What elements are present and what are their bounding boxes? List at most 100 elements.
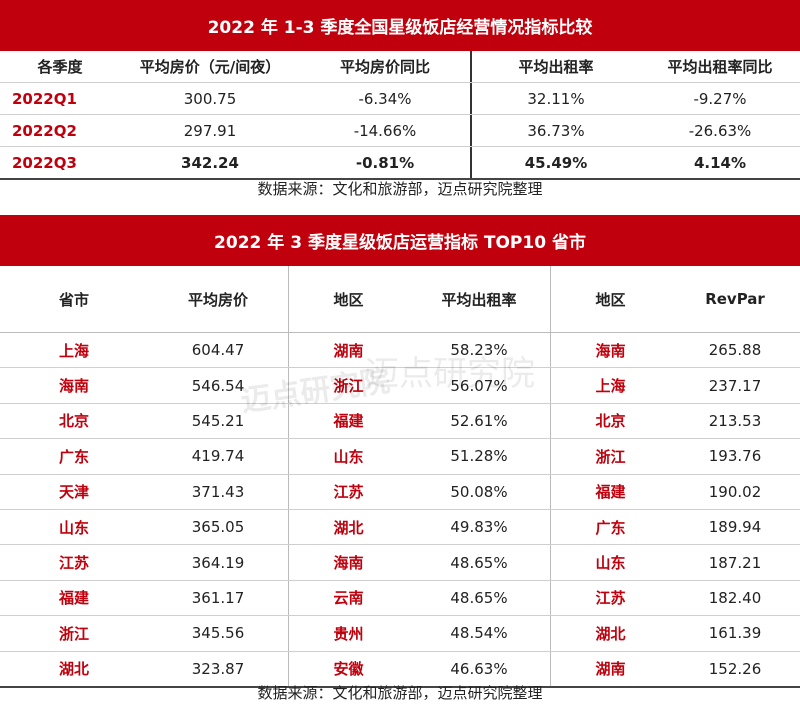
table1-row: 2022Q2 297.91 -14.66% 36.73% -26.63% <box>0 115 800 147</box>
revpar-value: 189.94 <box>708 518 762 537</box>
province-by-occupancy: 湖北 <box>288 509 408 545</box>
province-by-revpar: 山东 <box>550 545 670 580</box>
price-yoy-cell: -14.66% <box>353 121 417 140</box>
occupancy-value: 48.65% <box>450 553 508 572</box>
top10-provinces-table: 2022 年 3 季度星级饭店运营指标 TOP10 省市 迈点研究院 迈点研究院… <box>0 215 800 688</box>
avg-price-value: 545.21 <box>191 411 245 430</box>
table2-row: 山东 365.05 湖北 49.83% 广东 189.94 <box>0 509 800 546</box>
table2-row: 湖北 323.87 安徽 46.63% 湖南 152.26 <box>0 651 800 688</box>
table2-header-occupancy: 平均出租率 <box>441 290 517 309</box>
table1-header-quarter: 各季度 <box>37 58 83 76</box>
province-by-occupancy: 江苏 <box>288 474 408 509</box>
revpar-value: 193.76 <box>708 447 762 466</box>
occupancy-value: 50.08% <box>450 482 508 501</box>
table2-row: 广东 419.74 山东 51.28% 浙江 193.76 <box>0 439 800 475</box>
price-yoy-cell: -6.34% <box>358 89 412 108</box>
table2-header-province: 省市 <box>58 290 89 309</box>
table1-row: 2022Q1 300.75 -6.34% 32.11% -9.27% <box>0 83 800 115</box>
province-by-revpar: 广东 <box>550 509 670 545</box>
occupancy-value: 48.54% <box>450 624 508 643</box>
table2-header-avg-price: 平均房价 <box>187 290 248 309</box>
quarter-label: 2022Q1 <box>12 89 77 108</box>
province-by-occupancy: 海南 <box>288 545 408 580</box>
table1-header-row: 各季度 平均房价（元/间夜） 平均房价同比 平均出租率 平均出租率同比 <box>0 51 800 83</box>
occupancy-value: 48.65% <box>450 588 508 607</box>
avg-price-value: 419.74 <box>191 447 245 466</box>
table1-header-avg-price: 平均房价（元/间夜） <box>139 58 281 76</box>
table2-grid: 迈点研究院 迈点研究院 省市 平均房价 地区 平均出租率 地区 RevPar 上… <box>0 266 800 688</box>
occupancy-yoy-cell: 4.14% <box>693 153 747 172</box>
province-by-occupancy: 福建 <box>288 403 408 439</box>
province-by-occupancy: 浙江 <box>288 368 408 403</box>
revpar-value: 182.40 <box>708 588 762 607</box>
table1-title: 2022 年 1-3 季度全国星级饭店经营情况指标比较 <box>0 0 800 51</box>
revpar-value: 190.02 <box>708 482 762 501</box>
table1-row: 2022Q3 342.24 -0.81% 45.49% 4.14% <box>0 147 800 180</box>
province-by-occupancy: 云南 <box>288 580 408 616</box>
table2-row: 浙江 345.56 贵州 48.54% 湖北 161.39 <box>0 616 800 652</box>
quarter-label: 2022Q2 <box>12 121 77 140</box>
province-by-price: 福建 <box>58 589 89 608</box>
province-by-occupancy: 安徽 <box>288 651 408 686</box>
province-by-price: 湖北 <box>58 660 89 679</box>
avg-price-value: 323.87 <box>191 659 245 678</box>
occupancy-cell: 32.11% <box>470 83 640 114</box>
revpar-value: 237.17 <box>708 376 762 395</box>
table2-row: 江苏 364.19 海南 48.65% 山东 187.21 <box>0 545 800 581</box>
avg-price-value: 604.47 <box>191 341 245 360</box>
avg-price-cell: 297.91 <box>183 121 237 140</box>
occupancy-cell: 36.73% <box>470 115 640 146</box>
table2-header-revpar: RevPar <box>705 290 765 308</box>
province-by-price: 广东 <box>58 447 89 466</box>
occupancy-yoy-cell: -9.27% <box>693 89 747 108</box>
quarter-label: 2022Q3 <box>12 153 77 172</box>
province-by-price: 天津 <box>58 483 89 502</box>
avg-price-value: 364.19 <box>191 553 245 572</box>
province-by-occupancy: 山东 <box>288 439 408 474</box>
occupancy-cell: 45.49% <box>470 147 640 178</box>
province-by-revpar: 北京 <box>550 403 670 439</box>
table2-row: 上海 604.47 湖南 58.23% 海南 265.88 <box>0 333 800 369</box>
province-by-occupancy: 湖南 <box>288 333 408 368</box>
table1-header-occupancy: 平均出租率 <box>470 51 640 82</box>
avg-price-value: 345.56 <box>191 624 245 643</box>
table1-source-note: 数据来源：文化和旅游部，迈点研究院整理 <box>257 180 543 198</box>
table2-header-region: 地区 <box>288 266 408 332</box>
avg-price-value: 546.54 <box>191 376 245 395</box>
province-by-price: 北京 <box>58 412 89 431</box>
quarterly-comparison-table: 2022 年 1-3 季度全国星级饭店经营情况指标比较 各季度 平均房价（元/间… <box>0 0 800 180</box>
occupancy-value: 49.83% <box>450 518 508 537</box>
table2-row: 海南 546.54 浙江 56.07% 上海 237.17 <box>0 368 800 404</box>
revpar-value: 187.21 <box>708 553 762 572</box>
avg-price-value: 365.05 <box>191 518 245 537</box>
revpar-value: 152.26 <box>708 659 762 678</box>
province-by-revpar: 江苏 <box>550 580 670 616</box>
table2-header-row: 省市 平均房价 地区 平均出租率 地区 RevPar <box>0 266 800 333</box>
province-by-revpar: 湖南 <box>550 651 670 686</box>
table2-row: 天津 371.43 江苏 50.08% 福建 190.02 <box>0 474 800 510</box>
province-by-revpar: 上海 <box>550 368 670 403</box>
province-by-occupancy: 贵州 <box>288 616 408 651</box>
table2-row: 福建 361.17 云南 48.65% 江苏 182.40 <box>0 580 800 617</box>
province-by-price: 山东 <box>58 518 89 537</box>
avg-price-value: 361.17 <box>191 588 245 607</box>
revpar-value: 161.39 <box>708 624 762 643</box>
occupancy-value: 56.07% <box>450 376 508 395</box>
avg-price-value: 371.43 <box>191 482 245 501</box>
occupancy-value: 52.61% <box>450 411 508 430</box>
province-by-revpar: 福建 <box>550 474 670 509</box>
avg-price-cell: 342.24 <box>181 153 239 172</box>
province-by-price: 浙江 <box>58 624 89 643</box>
table2-row: 北京 545.21 福建 52.61% 北京 213.53 <box>0 403 800 440</box>
table2-source-note: 数据来源：文化和旅游部，迈点研究院整理 <box>257 684 543 702</box>
table1-header-occupancy-yoy: 平均出租率同比 <box>667 58 773 76</box>
occupancy-value: 58.23% <box>450 341 508 360</box>
province-by-revpar: 浙江 <box>550 439 670 474</box>
table2-title: 2022 年 3 季度星级饭店运营指标 TOP10 省市 <box>0 215 800 266</box>
revpar-value: 265.88 <box>708 341 762 360</box>
province-by-revpar: 湖北 <box>550 616 670 651</box>
occupancy-yoy-cell: -26.63% <box>688 121 752 140</box>
province-by-price: 上海 <box>58 341 89 360</box>
avg-price-cell: 300.75 <box>183 89 237 108</box>
table2-header-region: 地区 <box>550 266 670 332</box>
